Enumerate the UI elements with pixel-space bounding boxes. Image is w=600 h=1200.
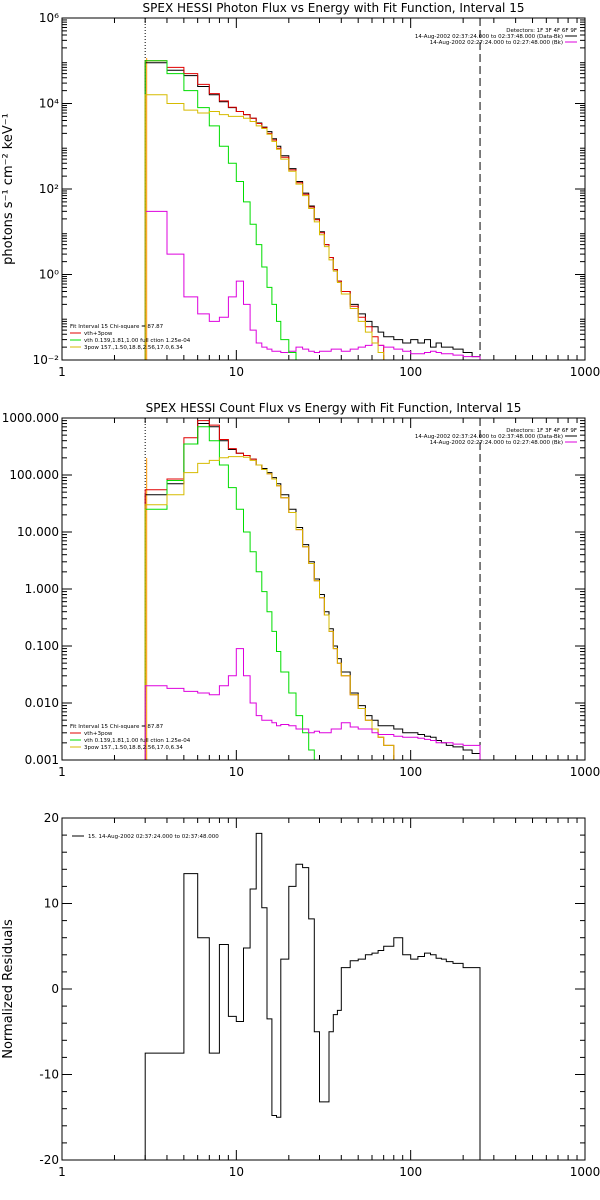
legend-bottomleft-text: vth+3pow <box>84 331 113 337</box>
x-tick-label: 1 <box>58 765 66 779</box>
plot-area <box>144 832 481 1160</box>
y-tick-label: 0 <box>51 982 59 996</box>
legend-bottomleft-text: Fit Interval 15 Chi-square = 87.87 <box>70 324 164 330</box>
y-tick-label: 0.100 <box>25 639 59 653</box>
x-tick-label: 1000 <box>570 765 600 779</box>
photon-panel: SPEX HESSI Photon Flux vs Energy with Fi… <box>1 1 600 379</box>
y-tick-label: 20 <box>44 811 59 825</box>
x-tick-label: 10 <box>229 765 244 779</box>
series-black-line <box>144 62 481 360</box>
series-black-line <box>144 832 481 1160</box>
y-tick-label: 0.010 <box>25 696 59 710</box>
series-green-line <box>144 60 297 360</box>
y-tick-label: 0.001 <box>25 753 59 767</box>
legend-topright-text: 14-Aug-2002 02:27:24.000 to 02:27:48.000… <box>430 40 563 46</box>
series-red-line <box>144 60 385 360</box>
legend-topright-text: 14-Aug-2002 02:37:24.000 to 02:37:48.000… <box>415 434 563 440</box>
y-tick-label: 100.000 <box>9 468 59 482</box>
y-tick-label: -10 <box>39 1068 59 1082</box>
y-tick-label: 10 <box>44 897 59 911</box>
y-tick-label: 10⁴ <box>39 97 59 111</box>
plot-area <box>144 18 481 360</box>
chart-title: SPEX HESSI Photon Flux vs Energy with Fi… <box>143 1 525 15</box>
series-magenta-line <box>144 210 481 360</box>
y-tick-label: 1.000 <box>25 582 59 596</box>
legend-bottomleft-text: 3pow 157.,1.50,18.8,2.56,17.0,6.34 <box>84 345 183 351</box>
y-tick-label: 1000.000 <box>2 411 59 425</box>
legend-topright-text: 14-Aug-2002 02:37:24.000 to 02:37:48.000… <box>415 34 563 40</box>
y-tick-label: 10² <box>39 182 59 196</box>
x-tick-label: 100 <box>399 1165 422 1179</box>
y-axis-label: Normalized Residuals <box>1 919 16 1059</box>
legend-bottomleft-text: vth 0.139,1.81,1.00 full ction 1.25e-04 <box>84 738 191 744</box>
x-tick-label: 1 <box>58 1165 66 1179</box>
series-green-line <box>144 426 315 760</box>
series-yellow-line <box>144 94 395 360</box>
x-tick-label: 1000 <box>570 1165 600 1179</box>
count-panel: SPEX HESSI Count Flux vs Energy with Fit… <box>2 401 600 779</box>
x-tick-label: 100 <box>399 365 422 379</box>
legend-topright-text: 14-Aug-2002 02:27:24.000 to 02:27:48.000… <box>430 440 563 446</box>
legend-topright-text: Detectors: 1F 3F 4F 6F 9F <box>506 28 577 34</box>
x-tick-label: 1 <box>58 365 66 379</box>
x-tick-label: 10 <box>229 1165 244 1179</box>
y-tick-label: 10⁻² <box>33 353 60 367</box>
y-axis-label: photons s⁻¹ cm⁻² keV⁻¹ <box>1 113 16 265</box>
chart-title: SPEX HESSI Count Flux vs Energy with Fit… <box>146 401 522 415</box>
residuals-panel: 1 10 100 1000 -20 -10 0 10 20 Normalized Residual… <box>1 811 600 1179</box>
legend-bottomleft-text: 3pow 157.,1.50,18.8,2.56,17.0,6.34 <box>84 745 183 751</box>
legend-bottomleft-text: vth 0.139,1.81,1.00 full ction 1.25e-04 <box>84 338 191 344</box>
y-tick-label: 10.000 <box>17 525 59 539</box>
legend-topright-text: Detectors: 1F 3F 4F 6F 9F <box>506 428 577 434</box>
x-tick-label: 1000 <box>570 365 600 379</box>
series-magenta-line <box>144 648 481 760</box>
y-tick-label: -20 <box>39 1153 59 1167</box>
plot-frame <box>61 417 586 761</box>
y-tick-label: 10⁶ <box>39 11 59 25</box>
y-tick-label: 10⁰ <box>39 268 59 282</box>
x-tick-label: 100 <box>399 765 422 779</box>
legend-bottomleft-text: Fit Interval 15 Chi-square = 87.87 <box>70 724 164 730</box>
plot-frame <box>61 817 586 1161</box>
series-yellow-line <box>144 456 395 760</box>
x-tick-label: 10 <box>229 365 244 379</box>
plot-frame <box>61 17 586 361</box>
series-black-line <box>144 423 481 760</box>
legend-bottomleft-text: vth+3pow <box>84 731 113 737</box>
plot-area <box>144 418 481 760</box>
legend-topleft-text: 15. 14-Aug-2002 02:37:24.000 to 02:37:48… <box>88 834 219 840</box>
